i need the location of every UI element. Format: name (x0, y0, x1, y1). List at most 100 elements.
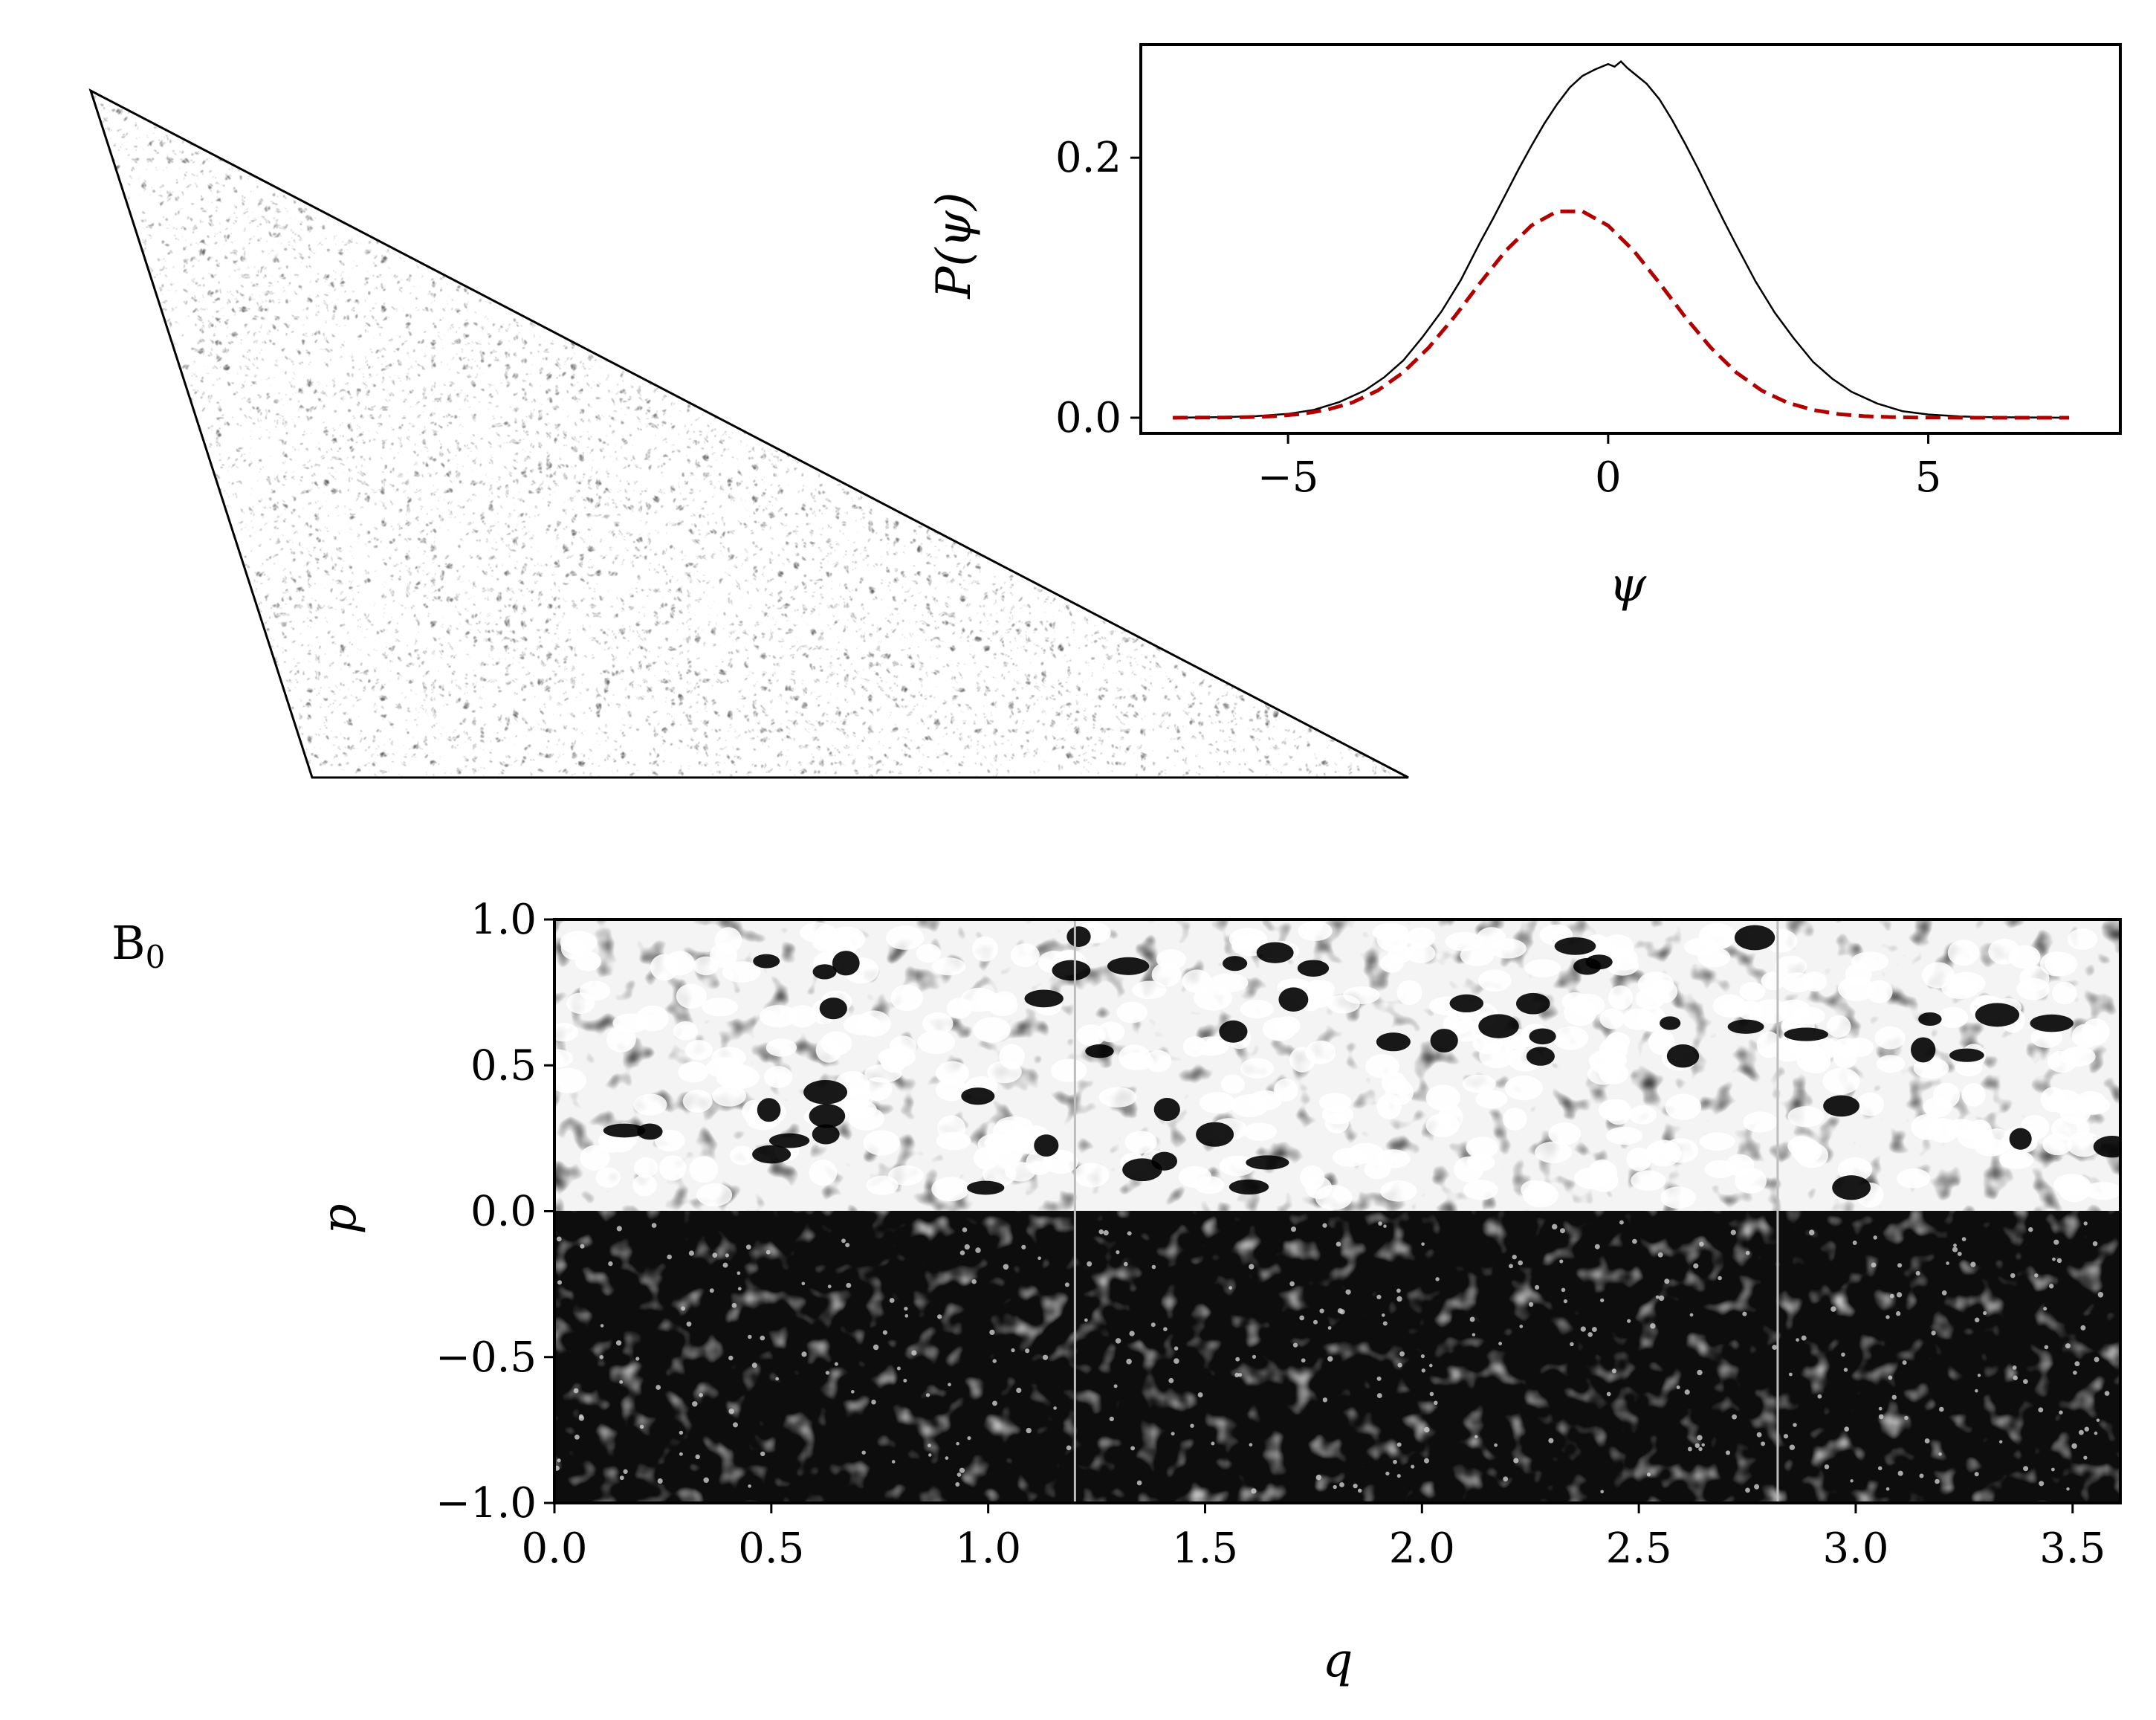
heatmap-lower-point (2034, 1273, 2039, 1278)
heatmap-bright-spot (1145, 1050, 1172, 1073)
y-tick-label: −1.0 (436, 1479, 537, 1527)
heatmap-bright-spot (1795, 1142, 1829, 1168)
heatmap-lower-point (748, 1334, 752, 1339)
heatmap-bright-spot (1454, 1156, 1484, 1183)
heatmap-lower-point (1843, 1368, 1848, 1372)
heatmap-dark-spot (1052, 960, 1091, 981)
heatmap-bright-spot (673, 1021, 699, 1041)
heatmap-lower-point (619, 1475, 624, 1481)
heatmap-dark-spot (832, 951, 860, 976)
heatmap-dark-spot (1278, 987, 1309, 1012)
heatmap-lower-point (2050, 1467, 2055, 1472)
heatmap-bright-spot (1425, 1084, 1460, 1111)
x-tick-label: −5 (1257, 453, 1319, 502)
heatmap-lower-point (1382, 1321, 1388, 1326)
heatmap-lower-point (1037, 1256, 1041, 1261)
heatmap-lower-point (1066, 1445, 1072, 1451)
heatmap-lower-point (2078, 1429, 2084, 1435)
heatmap-bright-spot (1132, 980, 1167, 1000)
billiard-triangle (88, 88, 1409, 779)
heatmap-lower-point (2080, 1325, 2086, 1331)
heatmap-bright-spot (1405, 943, 1436, 963)
heatmap-bright-spot (999, 1044, 1025, 1070)
heatmap-dark-spot (1727, 1019, 1764, 1034)
heatmap-lower-point (845, 1242, 850, 1248)
heatmap-dark-spot (1196, 1122, 1234, 1147)
heatmap-lower-point (801, 1351, 807, 1357)
heatmap-bright-spot (705, 1057, 745, 1079)
heatmap-bright-spot (560, 931, 598, 955)
x-tick-label: 1.5 (1172, 1525, 1238, 1573)
heatmap-bright-spot (1801, 1048, 1831, 1074)
heatmap-dark-spot (812, 1124, 840, 1145)
heatmap-lower-point (1116, 1249, 1120, 1255)
heatmap-bright-spot (1570, 993, 1605, 1017)
heatmap-lower-point (557, 1458, 561, 1463)
heatmap-dark-spot (2009, 1128, 2032, 1150)
x-tick-label: 1.0 (955, 1525, 1021, 1573)
x-tick-label: 2.0 (1389, 1525, 1455, 1573)
heatmap-dark-spot (1660, 1016, 1681, 1030)
heatmap-bright-spot (1663, 1138, 1699, 1163)
heatmap-bright-spot (1792, 1006, 1826, 1025)
heatmap-dark-spot (1784, 1027, 1829, 1041)
heatmap-bright-spot (1376, 1093, 1402, 1120)
heatmap-lower-point (1353, 1483, 1358, 1489)
heatmap-bright-spot (1219, 1155, 1255, 1177)
heatmap-lower-point (1494, 1443, 1498, 1447)
heatmap-lower-point (2044, 1345, 2049, 1350)
heatmap-bright-spot (633, 1093, 667, 1116)
heatmap-lower-point (1513, 1458, 1519, 1464)
heatmap-lower-point (1003, 1264, 1009, 1270)
heatmap-lower-point (1730, 1229, 1736, 1235)
heatmap-dark-spot (1554, 937, 1596, 955)
heatmap-lower-point (1732, 1414, 1738, 1420)
heatmap-lower-point (1559, 1259, 1564, 1264)
heatmap-lower-point (639, 1424, 644, 1429)
heatmap-lower-point (1336, 1241, 1341, 1247)
heatmap-lower-point (1235, 1357, 1240, 1362)
heatmap-bright-spot (1856, 1092, 1884, 1116)
heatmap-lower-point (1697, 1435, 1703, 1441)
heatmap-lower-point (1878, 1406, 1883, 1411)
heatmap-bright-spot (1787, 1106, 1825, 1128)
heatmap-bright-spot (1451, 1019, 1482, 1042)
heatmap-bright-spot (922, 1012, 954, 1035)
heatmap-bright-spot (579, 980, 611, 1001)
heatmap-lower-point (1957, 1251, 1962, 1256)
heatmap-bright-spot (1605, 1126, 1643, 1145)
heatmap-lower-point (1519, 1325, 1524, 1328)
heatmap-dark-spot (1034, 1134, 1059, 1157)
heatmap-lower-point (1397, 1362, 1402, 1368)
heatmap-lower-point (1561, 1287, 1566, 1293)
heatmap-dark-spot (1918, 1012, 1942, 1026)
heatmap-lower-point (1687, 1446, 1692, 1452)
heatmap-dark-spot (1153, 1098, 1180, 1122)
heatmap-lower-point (619, 1380, 624, 1384)
heatmap-bright-spot (1826, 1015, 1851, 1038)
heatmap-lower-point (775, 1377, 780, 1381)
heatmap-lower-point (1376, 1376, 1382, 1381)
heatmap-lower-point (1150, 1322, 1156, 1328)
heatmap-bright-spot (1209, 973, 1249, 993)
heatmap-lower-point (2084, 1426, 2090, 1432)
heatmap-bright-spot (2075, 1090, 2106, 1113)
heatmap-lower-point (599, 1354, 604, 1359)
heatmap-dark-spot (809, 1104, 846, 1128)
heatmap-bright-spot (1947, 939, 1980, 966)
heatmap-lower-point (1888, 1375, 1893, 1380)
heatmap-dark-spot (1832, 1175, 1871, 1200)
heatmap-bright-spot (1961, 1083, 1986, 1107)
heatmap-lower-point (1961, 1237, 1966, 1241)
heatmap-bright-spot (1897, 1168, 1931, 1189)
heatmap-bright-spot (1445, 931, 1483, 951)
heatmap-bright-spot (2082, 1018, 2110, 1046)
heatmap-lower-point (1650, 1323, 1656, 1329)
heatmap-lower-point (1129, 1331, 1135, 1336)
heatmap-bright-spot (890, 984, 924, 1012)
heatmap-lower-point (971, 1278, 977, 1284)
husimi-heatmap: 0.0 0.5 1.0 1.5 2.0 2.5 3.0 3.5 −1.0 −0.5 0.0 0.5 1… (312, 896, 2122, 1688)
y-tick-label: 0.0 (470, 1188, 537, 1236)
heatmap-lower-point (1850, 1479, 1854, 1483)
